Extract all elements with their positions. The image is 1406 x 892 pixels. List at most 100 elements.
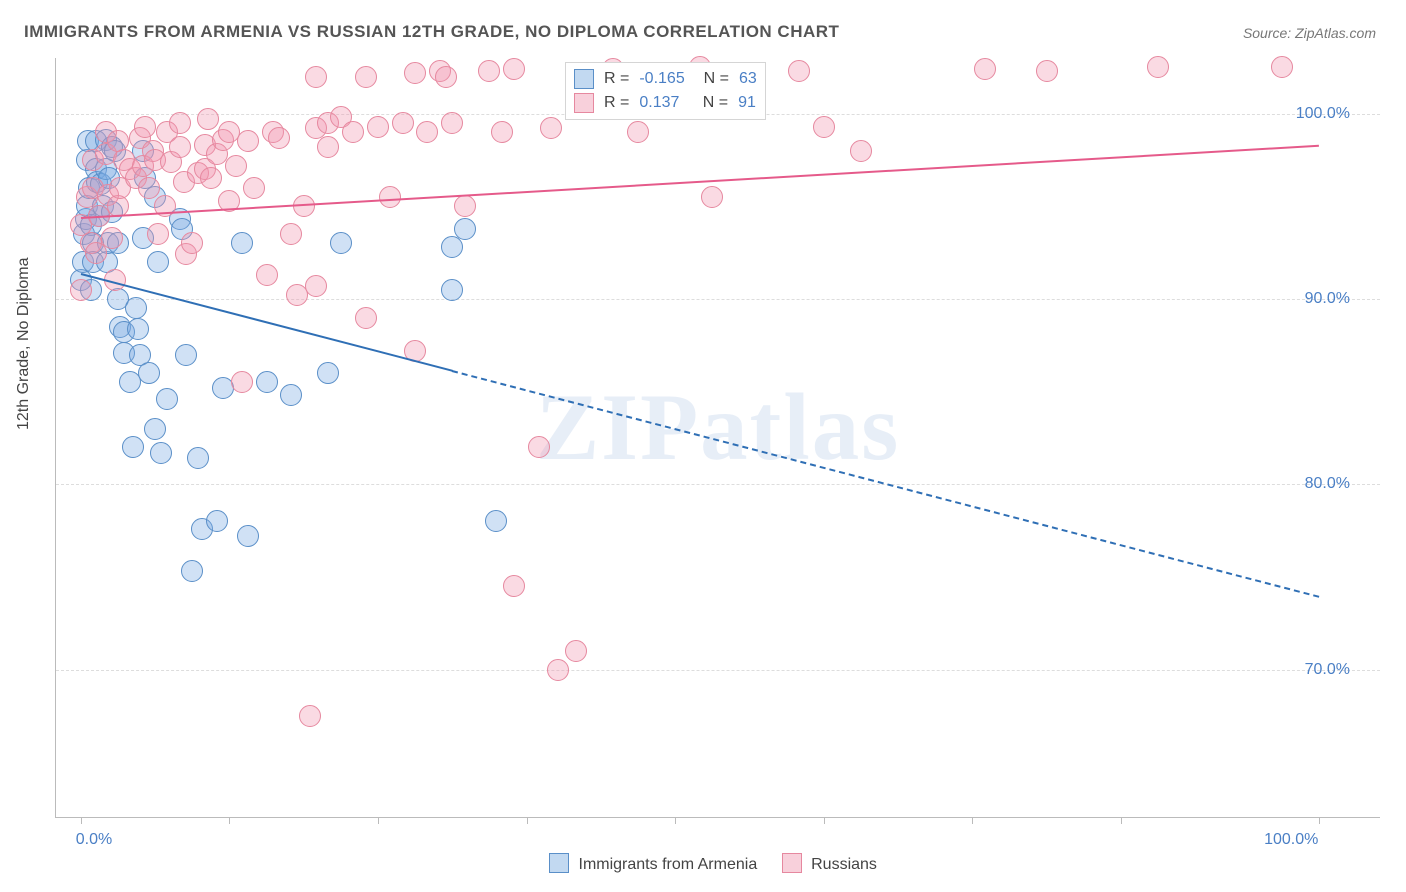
point-russian (342, 121, 364, 143)
y-axis-label: 12th Grade, No Diploma (15, 257, 33, 430)
y-tick-label: 80.0% (1305, 475, 1350, 493)
point-armenia (147, 251, 169, 273)
point-armenia (138, 362, 160, 384)
point-armenia (454, 218, 476, 240)
chart-title: IMMIGRANTS FROM ARMENIA VS RUSSIAN 12TH … (24, 22, 839, 42)
x-tick (1319, 817, 1320, 824)
point-armenia (485, 510, 507, 532)
point-armenia (175, 344, 197, 366)
y-tick-label: 90.0% (1305, 290, 1350, 308)
point-russian (435, 66, 457, 88)
point-russian (101, 227, 123, 249)
gridline (56, 299, 1380, 300)
point-armenia (441, 236, 463, 258)
x-tick-label: 0.0% (76, 831, 112, 849)
point-russian (355, 307, 377, 329)
point-russian (181, 232, 203, 254)
x-tick (1121, 817, 1122, 824)
legend-label: Russians (811, 856, 877, 873)
point-russian (305, 275, 327, 297)
x-tick (81, 817, 82, 824)
point-russian (138, 177, 160, 199)
stat-value: 91 (738, 91, 756, 115)
point-armenia (122, 436, 144, 458)
point-armenia (127, 318, 149, 340)
point-russian (491, 121, 513, 143)
stats-row-armenia: R = -0.165 N = 63 (574, 67, 757, 91)
point-russian (147, 223, 169, 245)
point-russian (565, 640, 587, 662)
point-russian (134, 116, 156, 138)
point-russian (850, 140, 872, 162)
point-russian (317, 136, 339, 158)
point-russian (305, 66, 327, 88)
x-tick (229, 817, 230, 824)
trend-line (81, 145, 1319, 219)
point-russian (1036, 60, 1058, 82)
point-russian (813, 116, 835, 138)
x-tick (972, 817, 973, 824)
point-russian (392, 112, 414, 134)
point-russian (243, 177, 265, 199)
point-russian (200, 167, 222, 189)
point-armenia (206, 510, 228, 532)
point-armenia (256, 371, 278, 393)
point-russian (788, 60, 810, 82)
point-armenia (156, 388, 178, 410)
point-russian (367, 116, 389, 138)
correlation-stats-box: R = -0.165 N = 63 R = 0.137 N = 91 (565, 62, 766, 120)
point-russian (441, 112, 463, 134)
x-tick (824, 817, 825, 824)
point-russian (299, 705, 321, 727)
gridline (56, 484, 1380, 485)
point-armenia (317, 362, 339, 384)
x-tick-label: 100.0% (1264, 831, 1318, 849)
point-russian (280, 223, 302, 245)
point-armenia (441, 279, 463, 301)
point-russian (237, 130, 259, 152)
swatch-pink-icon (574, 93, 594, 113)
point-russian (503, 58, 525, 80)
x-tick (378, 817, 379, 824)
y-tick-label: 100.0% (1296, 105, 1350, 123)
point-armenia (187, 447, 209, 469)
point-russian (379, 186, 401, 208)
point-russian (528, 436, 550, 458)
source-attribution: Source: ZipAtlas.com (1243, 25, 1376, 41)
point-russian (404, 62, 426, 84)
legend-label: Immigrants from Armenia (579, 856, 758, 873)
stat-label: N = (689, 91, 728, 115)
point-armenia (280, 384, 302, 406)
point-russian (540, 117, 562, 139)
y-tick-label: 70.0% (1305, 661, 1350, 679)
watermark-text: ZIPatlas (536, 372, 900, 482)
stat-value: 0.137 (639, 91, 679, 115)
point-russian (416, 121, 438, 143)
point-russian (454, 195, 476, 217)
point-russian (478, 60, 500, 82)
x-tick (675, 817, 676, 824)
stat-value: -0.165 (639, 67, 684, 91)
point-armenia (125, 297, 147, 319)
point-russian (169, 112, 191, 134)
scatter-chart: ZIPatlas 70.0%80.0%90.0%100.0%0.0%100.0% (55, 58, 1380, 818)
point-russian (231, 371, 253, 393)
point-russian (1147, 56, 1169, 78)
point-armenia (150, 442, 172, 464)
point-russian (355, 66, 377, 88)
stat-label: R = (604, 91, 629, 115)
stat-value: 63 (739, 67, 757, 91)
swatch-blue-icon (549, 853, 569, 873)
bottom-legend: Immigrants from Armenia Russians (0, 853, 1406, 874)
swatch-pink-icon (782, 853, 802, 873)
point-armenia (231, 232, 253, 254)
point-russian (974, 58, 996, 80)
swatch-blue-icon (574, 69, 594, 89)
point-russian (70, 279, 92, 301)
stat-label: N = (695, 67, 729, 91)
point-armenia (237, 525, 259, 547)
point-russian (701, 186, 723, 208)
point-armenia (181, 560, 203, 582)
point-russian (627, 121, 649, 143)
stats-row-russians: R = 0.137 N = 91 (574, 91, 757, 115)
